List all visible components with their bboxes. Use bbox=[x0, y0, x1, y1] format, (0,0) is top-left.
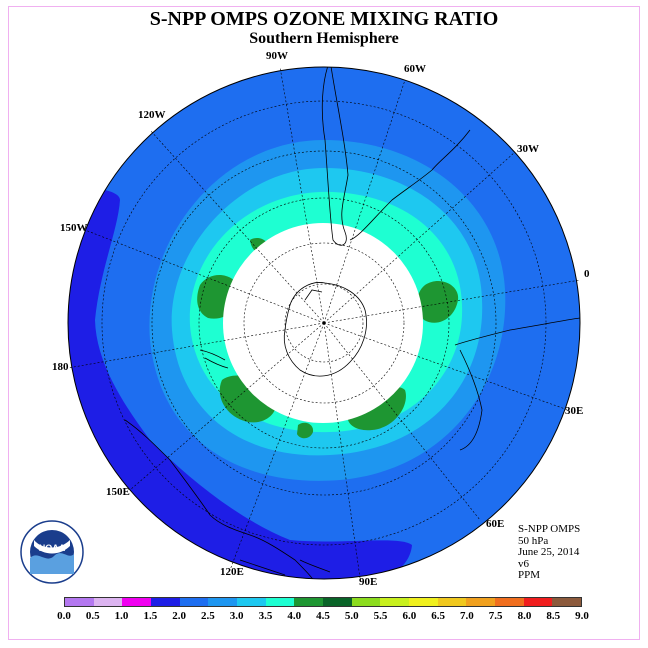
chart-title: S-NPP OMPS OZONE MIXING RATIO bbox=[149, 8, 499, 30]
colorbar-cell bbox=[265, 598, 295, 606]
info-block: S-NPP OMPS 50 hPa June 25, 2014 v6 PPM bbox=[518, 523, 581, 582]
colorbar-cell bbox=[151, 598, 180, 606]
colorbar-tick-label: 3.0 bbox=[229, 610, 244, 622]
colorbar-tick-label: 1.5 bbox=[143, 610, 158, 622]
coastline-australia bbox=[124, 419, 321, 579]
coastline-new-zealand bbox=[199, 349, 229, 369]
colorbar-tick-label: 5.0 bbox=[344, 610, 359, 622]
colorbar-cell bbox=[380, 598, 410, 606]
colorbar-cell bbox=[93, 598, 123, 606]
colorbar-tick-label: 8.5 bbox=[546, 610, 561, 622]
figure-frame bbox=[8, 6, 640, 640]
colorbar-tick-label: 5.5 bbox=[373, 610, 388, 622]
coastline-south-america bbox=[321, 67, 471, 246]
ozone-band-4-0 bbox=[297, 422, 314, 439]
colorbar-cell bbox=[237, 598, 266, 606]
colorbar-tick-label: 0.5 bbox=[85, 610, 100, 622]
colorbar-cell bbox=[552, 598, 582, 606]
colorbar-cell bbox=[65, 598, 94, 606]
colorbar-tick-label: 4.0 bbox=[287, 610, 302, 622]
info-date: June 25, 2014 bbox=[518, 546, 580, 558]
lon-label-90e: 90E bbox=[359, 576, 378, 588]
lon-label-30e: 30E bbox=[565, 405, 584, 417]
colorbar-tick-label: 1.0 bbox=[114, 610, 129, 622]
colorbar-cell bbox=[523, 598, 553, 606]
info-level: 50 hPa bbox=[518, 534, 549, 547]
colorbar-cell bbox=[495, 598, 524, 606]
colorbar-tick-label: 2.5 bbox=[201, 610, 215, 622]
south-pole-marker bbox=[322, 321, 326, 325]
map-boundary bbox=[67, 66, 581, 580]
lon-label-90w: 90W bbox=[266, 50, 288, 62]
noaa-logo-text: NOAA bbox=[39, 543, 66, 553]
lon-label-180: 180 bbox=[52, 361, 69, 373]
colorbar-cell bbox=[409, 598, 438, 606]
colorbar-cell bbox=[351, 598, 381, 606]
info-units: PPM bbox=[518, 569, 541, 581]
colorbar-cell bbox=[179, 598, 209, 606]
chart-subtitle: Southern Hemisphere bbox=[249, 30, 399, 47]
lon-label-60w: 60W bbox=[404, 63, 426, 75]
noaa-logo: NOAA bbox=[20, 520, 84, 584]
colorbar-tick-label: 6.0 bbox=[402, 610, 417, 622]
colorbar-tick-label: 8.0 bbox=[517, 610, 532, 622]
info-source: S-NPP OMPS bbox=[518, 523, 581, 535]
coastline-indonesia bbox=[239, 559, 331, 576]
coastline-africa bbox=[454, 317, 580, 451]
colorbar-cell bbox=[466, 598, 496, 606]
ozone-band-4-0 bbox=[347, 387, 406, 431]
colorbar-tick-label: 0.0 bbox=[57, 610, 71, 622]
lon-label-150e: 150E bbox=[106, 486, 130, 498]
info-version: v6 bbox=[518, 557, 529, 570]
colorbar-cell bbox=[122, 598, 152, 606]
lon-label-0: 0 bbox=[584, 268, 590, 280]
colorbar-cell bbox=[208, 598, 238, 606]
colorbar-tick-label: 3.5 bbox=[258, 610, 273, 622]
ozone-band-1-5 bbox=[68, 188, 412, 579]
lon-label-60e: 60E bbox=[486, 518, 505, 530]
colorbar bbox=[64, 597, 582, 607]
graticule bbox=[67, 66, 581, 579]
colorbar-tick-label: 9.0 bbox=[575, 610, 589, 622]
colorbar-tick-label: 4.5 bbox=[316, 610, 330, 622]
colorbar-cell bbox=[294, 598, 324, 606]
lon-label-120w: 120W bbox=[138, 109, 166, 121]
colorbar-tick-label: 2.0 bbox=[172, 610, 186, 622]
colorbar-tick-label: 7.5 bbox=[488, 610, 503, 622]
colorbar-tick-label: 6.5 bbox=[431, 610, 445, 622]
colorbar-cell bbox=[437, 598, 467, 606]
lon-label-120e: 120E bbox=[220, 566, 244, 578]
lon-label-30w: 30W bbox=[517, 143, 539, 155]
lon-label-150w: 150W bbox=[60, 222, 88, 234]
ozone-band-4-0 bbox=[416, 280, 459, 323]
colorbar-cell bbox=[323, 598, 352, 606]
colorbar-tick-label: 7.0 bbox=[460, 610, 474, 622]
